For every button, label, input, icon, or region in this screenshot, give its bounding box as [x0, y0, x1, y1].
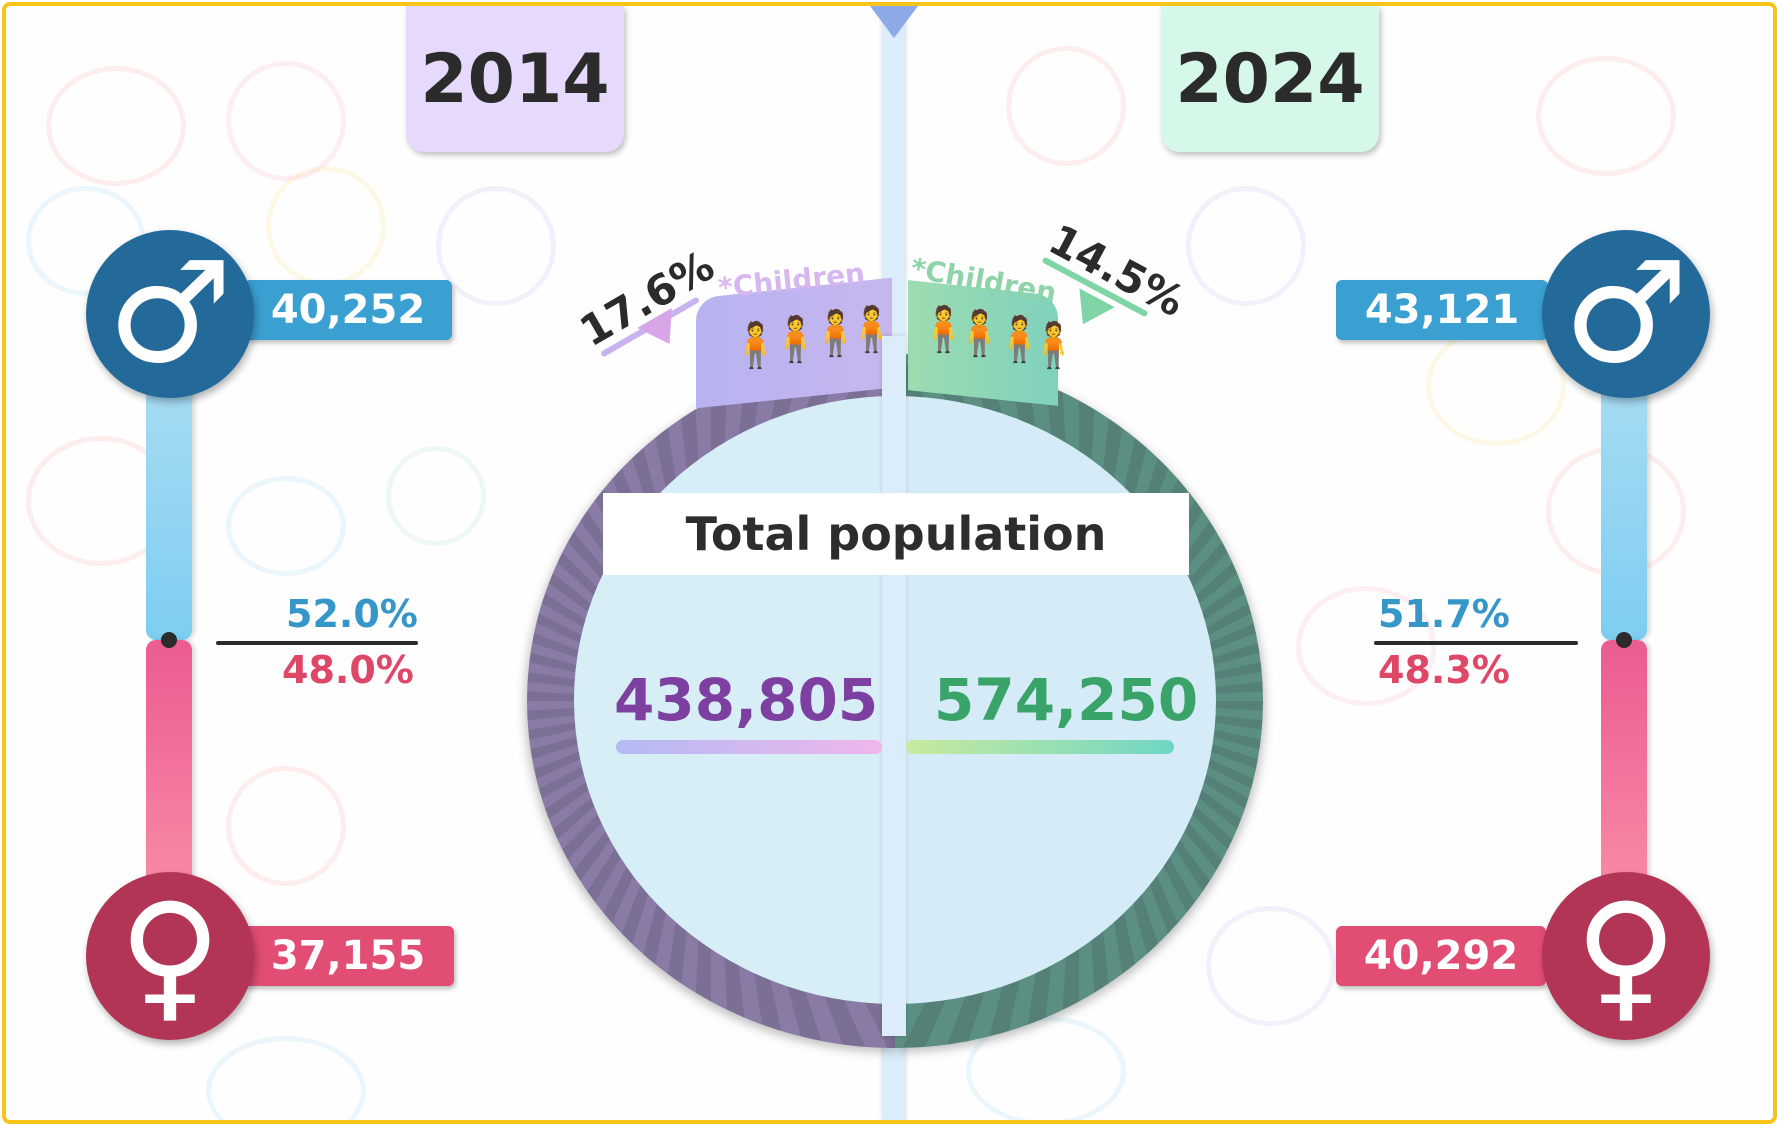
doodle-face-icon: [436, 186, 556, 306]
doodle-cloud-icon: [966, 1016, 1126, 1120]
female-bar-2024: [1601, 640, 1647, 890]
doodle-cat-icon: [46, 66, 186, 186]
female-symbol-icon: ♀: [118, 874, 222, 1037]
female-circle-2024: ♀: [1542, 872, 1710, 1040]
child-girl-icon: 🧍: [808, 308, 863, 359]
child-girl-icon: 🧍: [728, 320, 783, 371]
female-symbol-icon: ♀: [1574, 874, 1678, 1037]
male-symbol-icon: ♂: [107, 232, 233, 395]
male-pct-2024: 51.7%: [1378, 592, 1510, 636]
split-dot-2024: [1616, 632, 1632, 648]
male-circle-2014: ♂: [86, 230, 254, 398]
child-boy-icon: 🧍: [992, 314, 1047, 365]
total-underline-2014: [616, 740, 882, 754]
male-circle-2024: ♂: [1542, 230, 1710, 398]
divider-arrow-icon: [870, 6, 918, 38]
total-population-title: Total population: [603, 493, 1189, 575]
doodle-face-icon: [1206, 906, 1336, 1026]
doodle-face-icon: [226, 61, 346, 181]
doodle-face-icon: [226, 766, 346, 886]
total-population-2024: 574,250: [934, 666, 1199, 734]
child-girl-icon: 🧍: [1026, 320, 1081, 371]
child-boy-icon: 🧍: [844, 304, 899, 355]
doodle-cat-icon: [1536, 56, 1676, 176]
year-tab-2014: 2014: [406, 6, 624, 152]
child-boy-icon: 🧍: [768, 314, 823, 365]
male-pct-2014: 52.0%: [286, 592, 418, 636]
female-pct-2014: 48.0%: [282, 648, 414, 692]
year-tab-2024: 2024: [1161, 6, 1379, 152]
child-boy-icon: 🧍: [916, 304, 971, 355]
male-bar-2014: [146, 376, 192, 640]
doodle-face-icon: [1006, 46, 1126, 166]
male-bar-2024: [1601, 376, 1647, 640]
female-pct-2024: 48.3%: [1378, 648, 1510, 692]
ratio-divider-2024: [1374, 641, 1578, 645]
doodle-face-icon: [1186, 186, 1306, 306]
female-value-2014: 37,155: [242, 926, 454, 986]
doodle-cloud-icon: [206, 1036, 366, 1120]
doodle-rainbow-icon: [1296, 586, 1436, 706]
child-girl-icon: 🧍: [952, 308, 1007, 359]
center-divider-overlay: [882, 336, 906, 1036]
doodle-bubble-icon: [226, 476, 346, 576]
ratio-divider-2014: [216, 641, 418, 645]
male-value-2014: 40,252: [244, 280, 452, 340]
total-underline-2024: [906, 740, 1174, 754]
female-value-2024: 40,292: [1336, 926, 1546, 986]
doodle-sun-icon: [266, 166, 386, 286]
female-circle-2014: ♀: [86, 872, 254, 1040]
male-symbol-icon: ♂: [1563, 232, 1689, 395]
doodle-globe-icon: [386, 446, 486, 546]
female-bar-2014: [146, 640, 192, 890]
male-value-2024: 43,121: [1336, 280, 1548, 340]
doodle-sun-icon: [1426, 326, 1566, 446]
total-population-2014: 438,805: [614, 666, 879, 734]
split-dot-2014: [161, 632, 177, 648]
